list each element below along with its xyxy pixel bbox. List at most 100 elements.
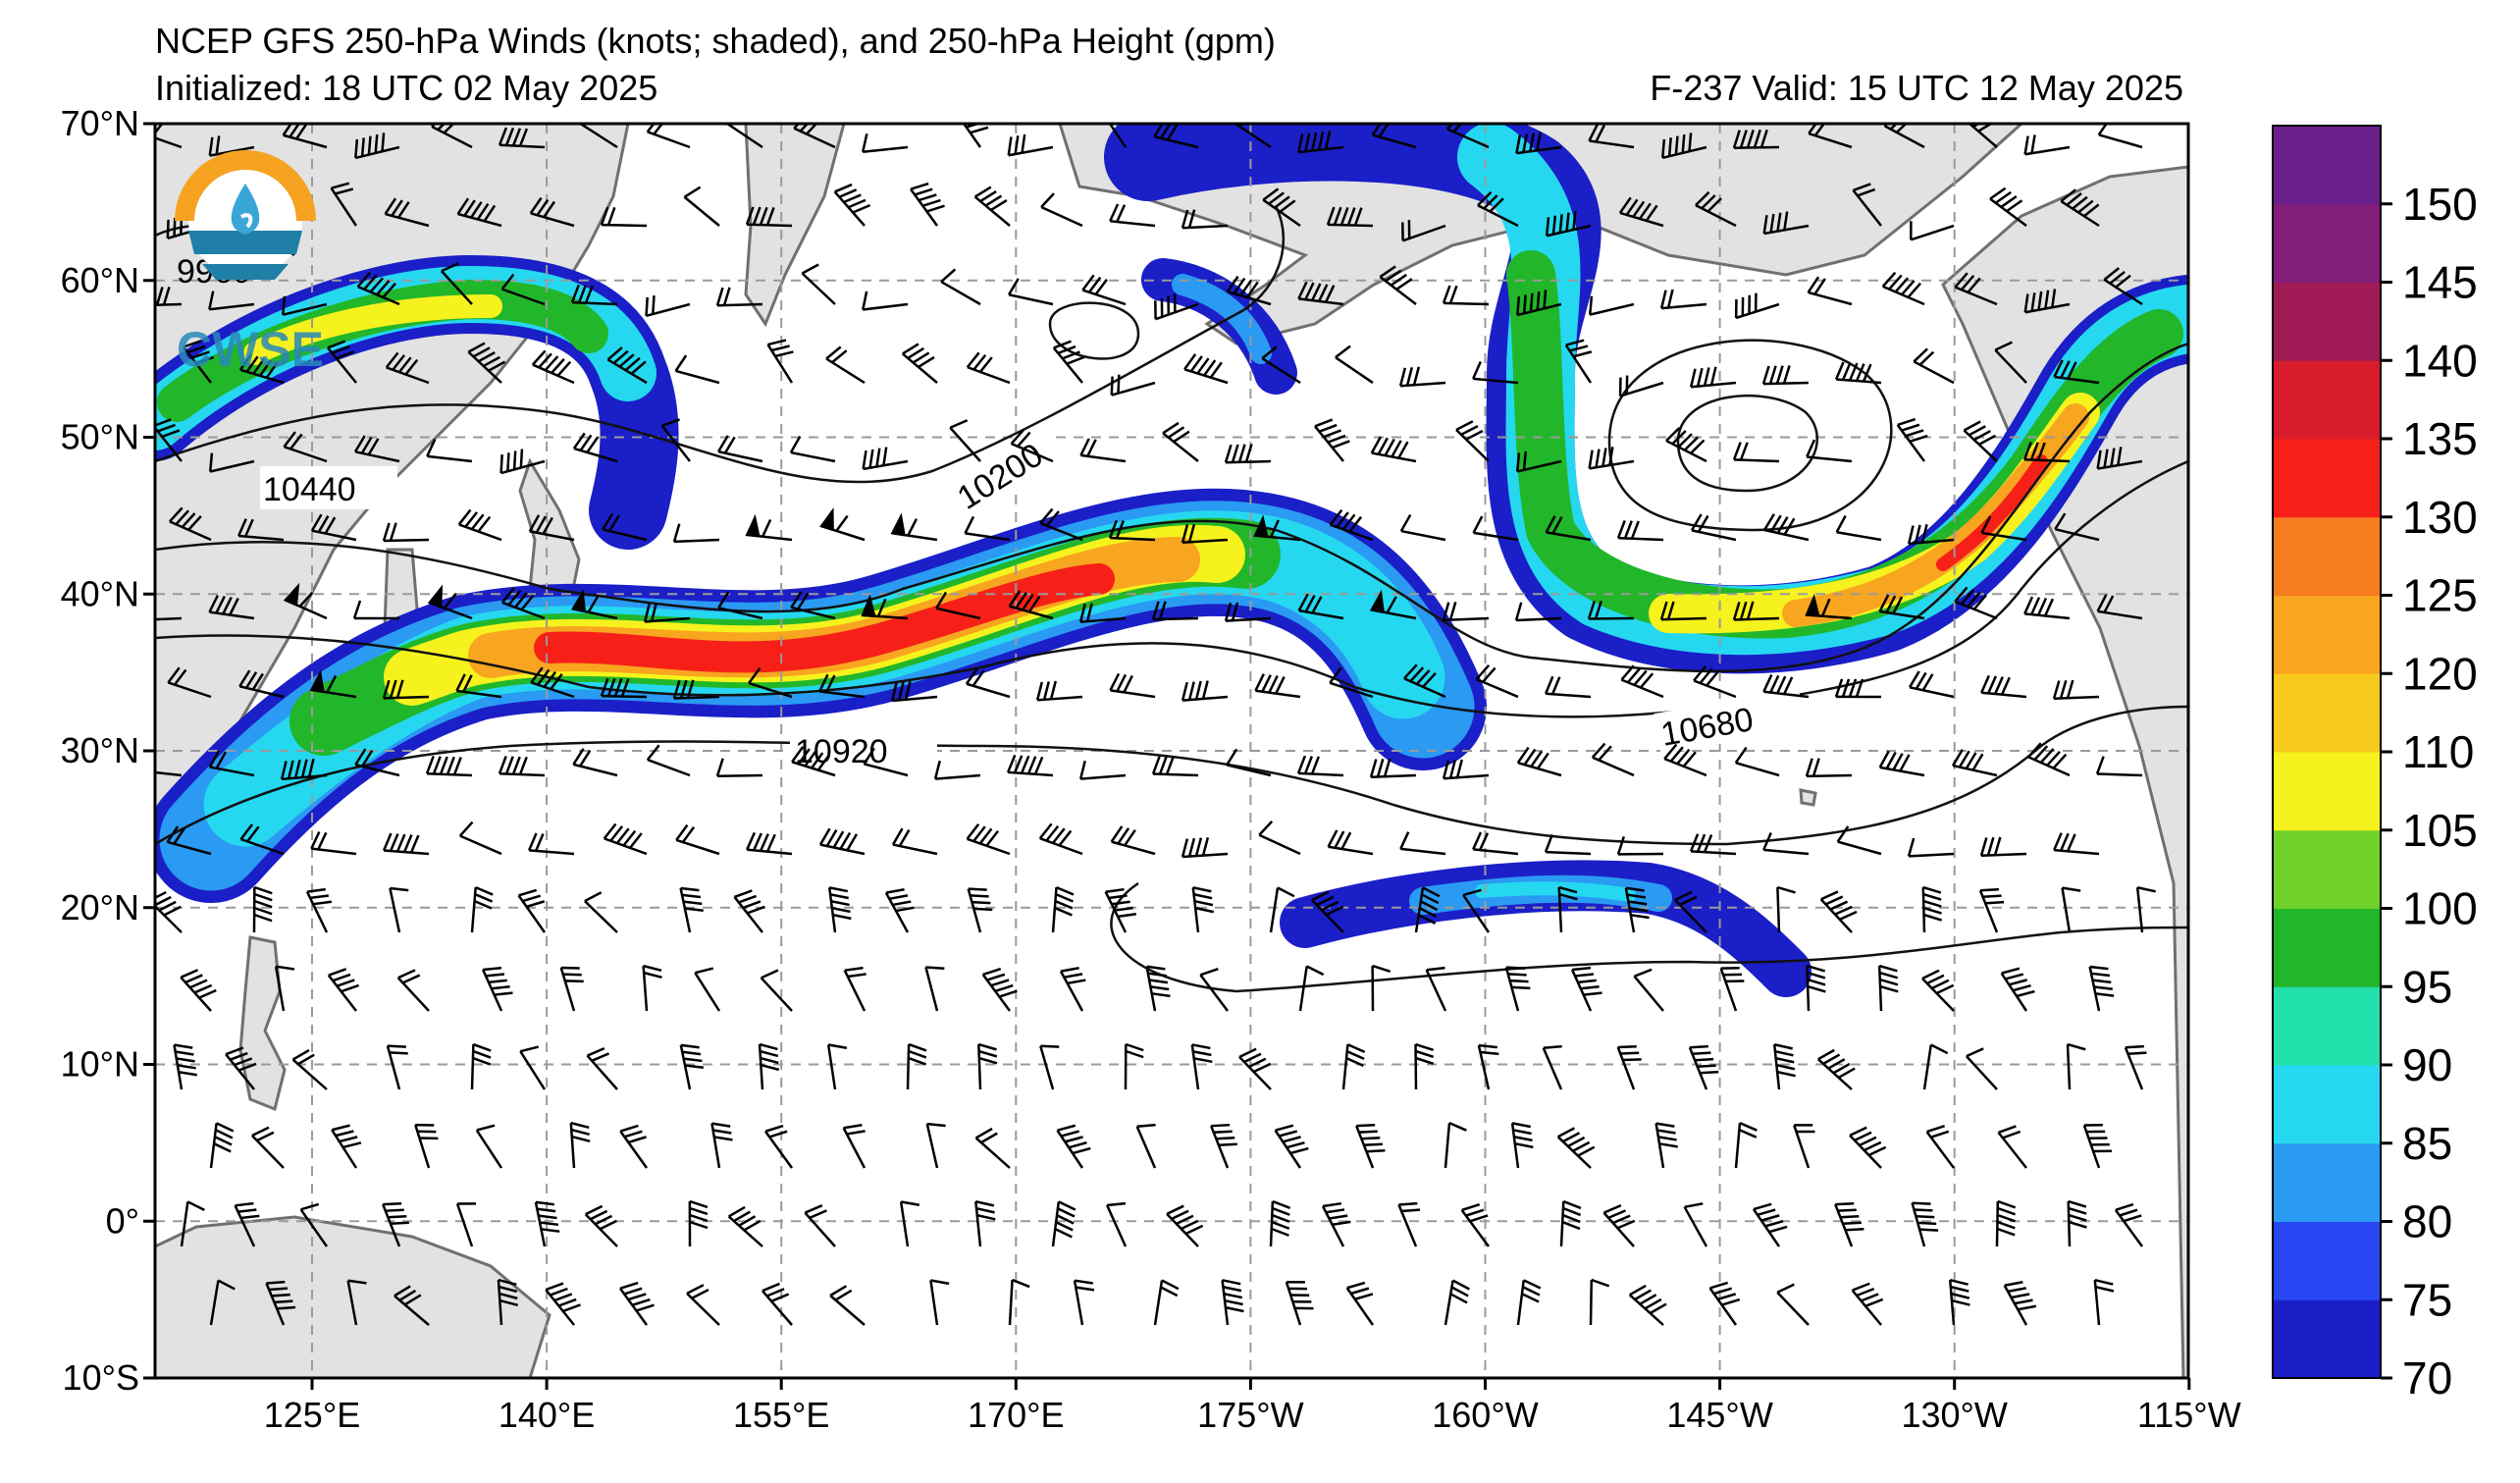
wind-barb	[155, 890, 183, 933]
wind-barb	[646, 744, 691, 777]
wind-barb	[694, 967, 721, 1012]
wind-barb	[1258, 821, 1301, 856]
land-alaska	[1058, 124, 2024, 345]
wind-barb	[600, 677, 648, 699]
wind-barb	[862, 291, 909, 311]
wind-barb	[1952, 749, 1998, 777]
wind-barb	[545, 1282, 581, 1326]
wind-barb	[427, 584, 473, 620]
wind-barb	[346, 1279, 367, 1326]
wind-barb	[1925, 1124, 1956, 1169]
wind-barb	[1734, 1122, 1758, 1169]
wind-barb	[1883, 124, 1925, 149]
wind-barb	[283, 582, 328, 620]
wind-barb	[940, 268, 981, 306]
wind-barb	[414, 1123, 439, 1169]
wind-barb	[619, 1281, 655, 1326]
wind-barb	[724, 124, 763, 149]
wind-barb	[1462, 888, 1491, 933]
wind-barb	[265, 1280, 296, 1326]
wind-barb	[586, 1046, 618, 1090]
wind-barb	[1297, 131, 1344, 154]
wind-barb	[1051, 1200, 1076, 1247]
contour-label-10680: 10680	[1658, 701, 1757, 754]
wind-barb	[1776, 1283, 1810, 1326]
wind-barb	[1081, 274, 1127, 306]
lat-tick-label: 10°N	[61, 1044, 139, 1085]
wind-barb	[470, 885, 494, 933]
wind-barb	[1545, 210, 1592, 238]
wind-barb	[1881, 271, 1925, 306]
wind-barb	[679, 886, 704, 933]
wind-barb	[239, 823, 285, 856]
wind-barb	[1472, 360, 1519, 385]
wind-barb	[688, 1199, 709, 1247]
wind-barb	[425, 756, 473, 777]
wind-barb	[1921, 969, 1955, 1012]
wind-barb	[2023, 134, 2071, 156]
wind-barb	[1191, 886, 1215, 933]
wind-barb	[531, 349, 575, 385]
wind-barb	[497, 1278, 519, 1326]
wind-barb	[600, 206, 648, 228]
map-frame	[153, 122, 2190, 1380]
wind-barb	[1628, 1284, 1667, 1326]
wind-barb	[1477, 190, 1519, 228]
wind-barb	[679, 1043, 705, 1090]
wind-barb	[475, 1124, 503, 1169]
colorbar-tick-label: 120	[2402, 648, 2478, 699]
wind-barb	[761, 1282, 793, 1326]
wind-barb	[890, 681, 938, 703]
wind-barb	[1109, 203, 1156, 228]
wind-barb	[238, 353, 285, 385]
wind-barb	[1980, 515, 2027, 542]
wind-barb	[1661, 132, 1707, 160]
wind-barb	[1591, 742, 1635, 777]
wind-barb	[1371, 124, 1417, 149]
wind-barb	[1878, 594, 1925, 620]
wind-barb	[715, 758, 763, 778]
land-japan	[458, 457, 581, 690]
wind-barb	[603, 822, 648, 856]
wind-barb	[1329, 508, 1374, 542]
wind-barb	[935, 591, 981, 620]
wind-barb	[949, 419, 981, 462]
wind-barb	[1151, 601, 1199, 621]
wind-barb	[1261, 345, 1301, 385]
lon-tick-label: 130°W	[1901, 1395, 2007, 1435]
wind-barb	[291, 1048, 328, 1090]
wind-barb	[1099, 124, 1128, 148]
colorbar-tick-label: 125	[2402, 570, 2478, 621]
wind-barb	[283, 431, 328, 463]
wind-barb	[1444, 1122, 1467, 1169]
wind-barb	[789, 435, 836, 463]
lat-tick-label: 20°N	[61, 887, 139, 927]
wind-barb	[745, 513, 793, 542]
wind-barb	[790, 591, 836, 620]
wind-barb	[1979, 836, 2027, 857]
wind-barb	[1210, 1123, 1237, 1169]
wind-barb	[1335, 344, 1374, 385]
wind-barb	[534, 1200, 560, 1247]
wind-barb	[1006, 754, 1054, 777]
land-new-guinea	[155, 1215, 551, 1378]
lat-tick-label: 50°N	[61, 417, 139, 457]
wind-barb	[1633, 968, 1664, 1012]
colorbar-segment	[2273, 1299, 2381, 1379]
wind-barb	[245, 187, 285, 228]
wind-barb	[716, 435, 763, 463]
wind-barb	[758, 1042, 780, 1090]
wind-barb	[354, 748, 400, 777]
wind-barb	[426, 439, 473, 463]
wind-barb	[1836, 825, 1882, 856]
wind-barb	[559, 966, 584, 1012]
wind-barb	[2054, 512, 2100, 542]
contour-10200-a	[155, 205, 1286, 484]
wind-barb	[1399, 831, 1446, 856]
wind-barb	[1370, 436, 1417, 463]
wind-barb	[169, 506, 212, 542]
wind-barb	[166, 215, 212, 240]
wind-barb	[167, 666, 212, 699]
contour-9960	[155, 224, 295, 257]
wind-barb	[1397, 1201, 1421, 1247]
